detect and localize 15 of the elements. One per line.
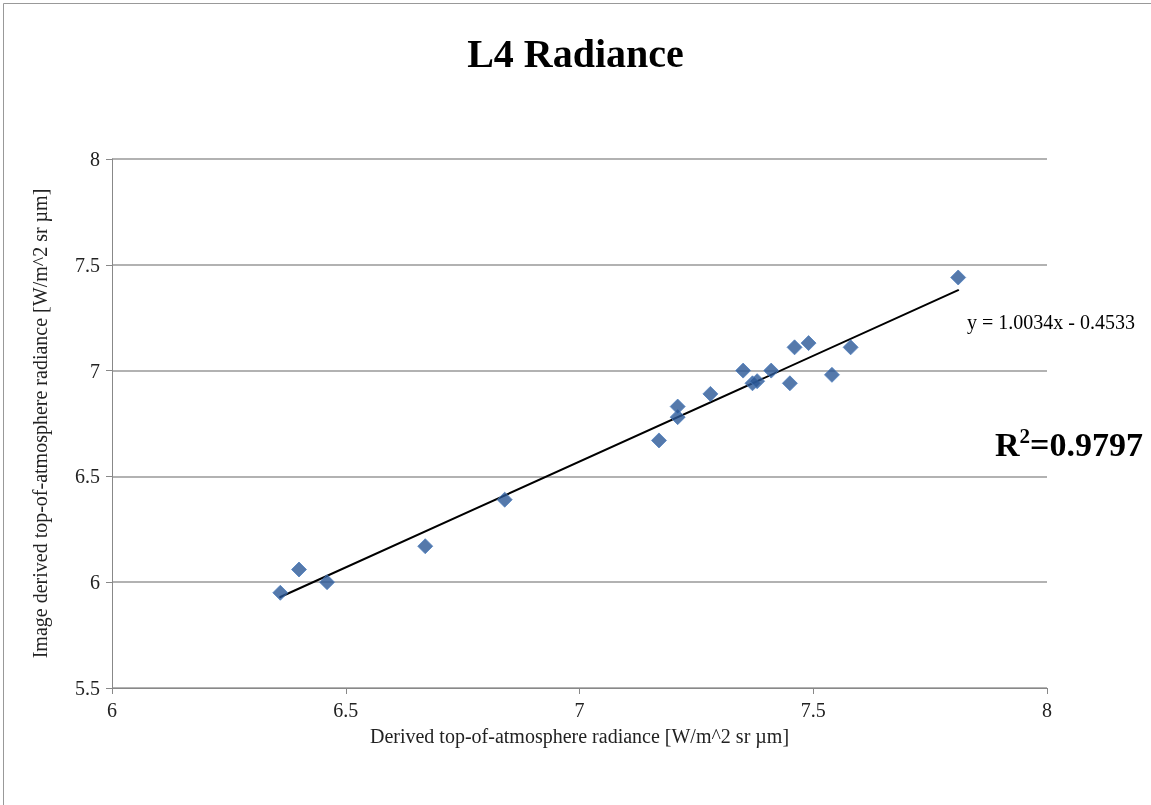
annotation: y = 1.0034x - 0.4533	[967, 311, 1136, 334]
y-axis-title: Image derived top-of-atmosphere radiance [W/m^2 sr µm]	[29, 188, 52, 659]
x-axis-title: Derived top-of-atmosphere radiance [W/m^2 sr µm]	[369, 725, 790, 748]
y-tick-label: 6	[90, 571, 100, 594]
x-tick-label: 6	[107, 699, 117, 721]
y-tick-label: 6.5	[75, 465, 100, 488]
chart-title: L4 Radiance	[467, 30, 684, 76]
x-tick-label: 7	[574, 699, 585, 721]
x-tick-label: 7.5	[800, 699, 826, 721]
y-tick-label: 7.5	[75, 253, 100, 276]
y-tick-label: 7	[90, 359, 100, 382]
x-tick-label: 8	[1042, 699, 1052, 721]
y-tick-label: 8	[90, 148, 100, 170]
y-tick-label: 5.5	[75, 677, 100, 699]
x-tick-label: 6.5	[333, 699, 359, 721]
